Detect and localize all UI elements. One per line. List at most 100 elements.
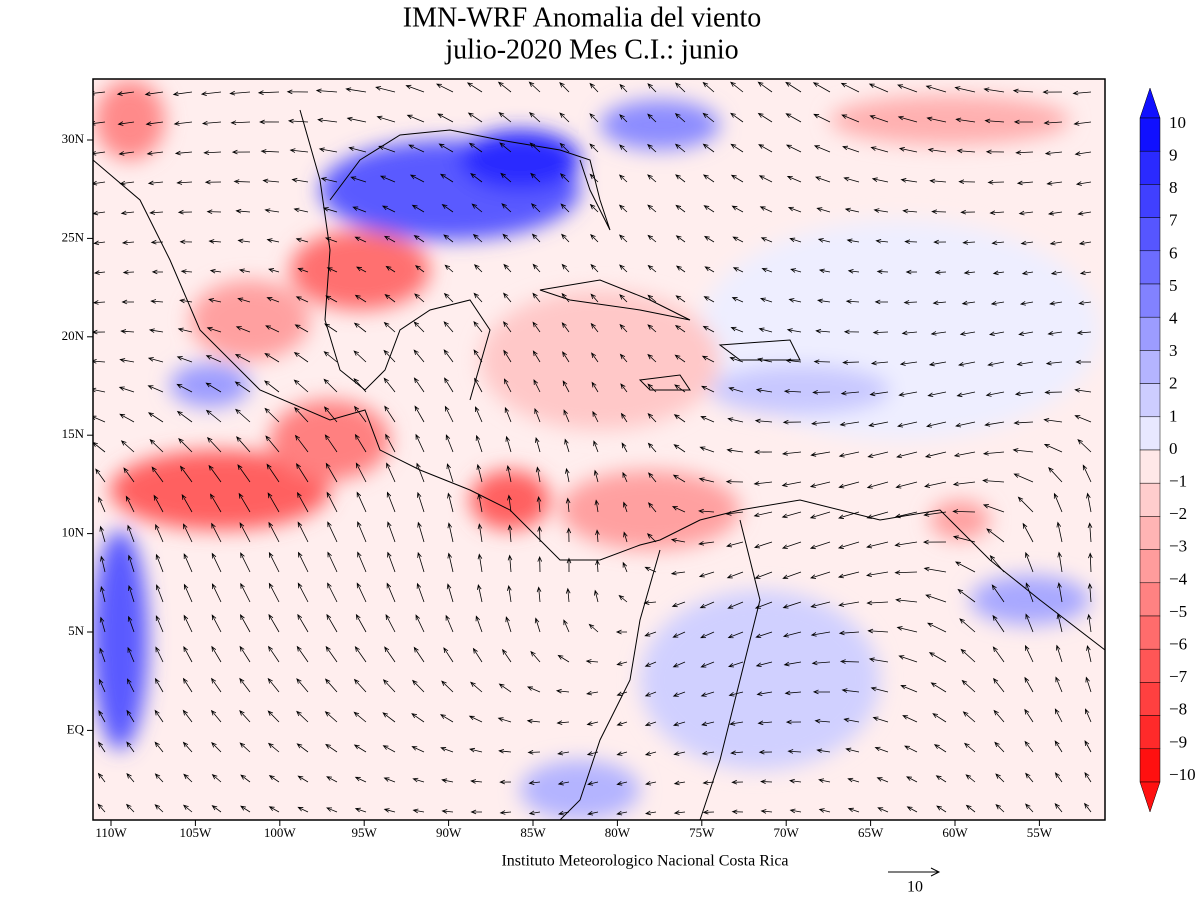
wind-arrow (757, 357, 773, 363)
lat-label: 15N (62, 426, 85, 441)
wind-arrow (757, 720, 773, 726)
wind-arrow (353, 377, 367, 393)
wind-arrow (588, 623, 599, 633)
wind-arrow (731, 205, 744, 213)
colorbar-label: −2 (1169, 504, 1187, 523)
map-background (93, 79, 1105, 820)
wind-arrow (898, 391, 918, 397)
wind-arrow (991, 584, 1005, 603)
wind-arrow (211, 645, 222, 663)
wind-arrow (726, 571, 744, 579)
colorbar-label: 6 (1169, 243, 1178, 262)
wind-arrow (616, 721, 628, 726)
lat-label: 20N (62, 328, 85, 343)
wind-arrow (729, 356, 744, 363)
wind-arrow (406, 114, 425, 123)
wind-arrow (507, 524, 513, 543)
wind-arrow (928, 361, 947, 367)
wind-arrow (995, 803, 1005, 813)
wind-arrow (265, 325, 280, 333)
wind-arrow (1043, 120, 1063, 126)
wind-arrow (1025, 613, 1034, 633)
wind-arrow (672, 474, 686, 483)
wind-arrow (732, 267, 744, 273)
wind-arrow (297, 613, 309, 633)
wind-arrow (1057, 582, 1063, 603)
wind-arrow (730, 143, 744, 153)
wind-arrow (842, 360, 860, 365)
wind-arrow (785, 81, 802, 93)
wind-arrow (786, 328, 802, 333)
wind-arrow (702, 174, 715, 183)
wind-arrow (1019, 301, 1034, 306)
wind-arrow (698, 571, 715, 578)
wind-arrow (504, 406, 512, 423)
wind-arrow (100, 555, 106, 573)
wind-arrow (782, 571, 802, 580)
wind-arrow (758, 749, 773, 755)
wind-arrow (618, 204, 628, 213)
wind-arrow (673, 444, 686, 453)
wind-arrow (644, 661, 657, 667)
wind-arrow (324, 678, 338, 693)
wind-arrow (867, 628, 889, 634)
wind-arrow (415, 433, 425, 453)
colorbar-swatch (1139, 283, 1161, 318)
wind-arrow (959, 618, 976, 633)
wind-arrow (297, 582, 309, 603)
wind-arrow (147, 412, 164, 423)
wind-arrow (647, 413, 657, 423)
wind-arrow (231, 149, 251, 155)
colorbar-label: 2 (1169, 374, 1178, 393)
wind-arrow (447, 492, 454, 513)
wind-arrow (812, 390, 831, 395)
wind-arrow (503, 292, 512, 303)
wind-arrow (1016, 361, 1034, 367)
wind-arrow (557, 750, 570, 756)
wind-arrow (725, 511, 744, 516)
wind-arrow (904, 239, 918, 244)
wind-arrow (1054, 708, 1063, 723)
wind-arrow (789, 237, 802, 243)
wind-arrow (955, 421, 976, 428)
wind-arrow (535, 437, 541, 453)
wind-arrow (674, 384, 686, 393)
wind-arrow (206, 437, 222, 453)
wind-arrow (789, 808, 802, 814)
wind-arrow (317, 117, 338, 123)
wind-arrow (268, 521, 280, 543)
wind-arrow (870, 360, 889, 366)
wind-arrow (472, 233, 483, 243)
wind-arrow (927, 622, 947, 633)
wind-arrow (127, 646, 135, 663)
wind-arrow (698, 508, 715, 514)
wind-arrow (782, 419, 802, 425)
wind-arrow (557, 810, 570, 816)
wind-arrow (445, 614, 454, 633)
lon-label: 90W (436, 825, 462, 840)
wind-arrow (787, 749, 802, 754)
colorbar-label: −6 (1169, 635, 1187, 654)
wind-arrow (234, 381, 251, 393)
lat-label: 30N (62, 131, 85, 146)
wind-arrow (782, 601, 802, 609)
wind-arrow (183, 614, 193, 633)
wind-arrow (1050, 270, 1063, 276)
wind-arrow (648, 472, 657, 483)
wind-arrow (257, 90, 280, 95)
colorbar-label: 8 (1169, 178, 1178, 197)
wind-arrow (527, 749, 541, 755)
colorbar-swatch (1139, 416, 1161, 451)
wind-arrow (672, 691, 686, 697)
wind-arrow (876, 777, 889, 783)
wind-arrow (619, 83, 628, 93)
wind-arrow (323, 406, 338, 423)
wind-arrow (672, 721, 686, 727)
wind-arrow (264, 380, 280, 393)
wind-arrow (809, 541, 831, 550)
wind-arrow (183, 523, 193, 543)
wind-arrow (93, 270, 106, 275)
wind-arrow (507, 494, 512, 513)
wind-arrow (785, 144, 802, 153)
colorbar-swatch (1139, 582, 1161, 617)
